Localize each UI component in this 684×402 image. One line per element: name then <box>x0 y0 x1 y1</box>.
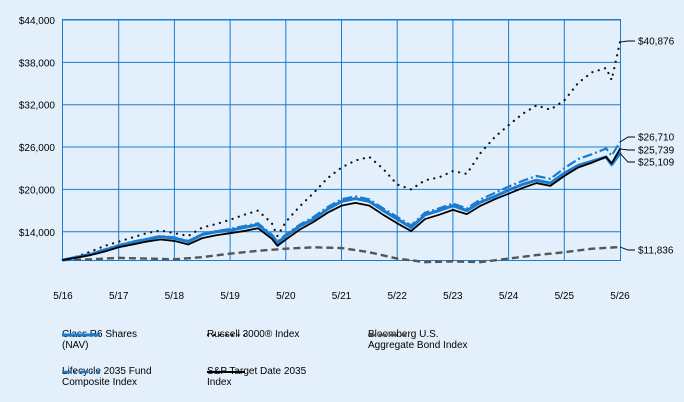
series-line-russell-3000-index <box>61 40 622 262</box>
y-tick-label: $20,000 <box>19 185 56 196</box>
y-tick-label: $26,000 <box>19 143 56 154</box>
end-value-text: $40,876 <box>638 37 675 48</box>
end-value-text: $26,710 <box>638 133 675 144</box>
series-line-lifecycle-2035-fund-composite-index <box>62 141 621 262</box>
leader-line <box>619 246 635 251</box>
x-tick-label: 5/19 <box>220 291 240 302</box>
x-tick-label: 5/18 <box>165 291 185 302</box>
y-tick-label: $14,000 <box>19 228 56 239</box>
gridlines <box>63 19 620 260</box>
leader-line <box>619 152 635 163</box>
series-line-bloomberg-u-s-aggregate-bond-index <box>62 245 621 264</box>
x-tick-label: 5/17 <box>109 291 129 302</box>
y-tick-label: $32,000 <box>19 101 56 112</box>
leader-line <box>619 148 635 151</box>
end-value-text: $11,836 <box>638 246 674 257</box>
series-line-class-r6-shares-nav <box>61 151 622 262</box>
leader-line <box>619 136 635 143</box>
end-label-bloomberg-u-s-aggregate-bond-index: $11,836 <box>619 246 674 257</box>
end-label-s-p-target-date-2035-index: $25,739 <box>619 146 675 157</box>
y-axis-ticks: $14,000 $20,000 $26,000 $32,000 $38,000 $44,0… <box>19 16 56 239</box>
end-label-class-r6-shares-nav: $25,109 <box>619 152 675 169</box>
end-value-labels: $25,109 $40,876 $11,836 $26,710 $25,739 <box>619 37 675 257</box>
end-value-text: $25,109 <box>638 158 675 169</box>
x-tick-label: 5/25 <box>555 291 575 302</box>
x-axis-ticks: 5/16 5/17 5/18 5/19 5/20 5/21 5/22 5/23 5/24 5/25… <box>53 291 630 302</box>
x-tick-label: 5/21 <box>332 291 352 302</box>
series-lines <box>61 40 622 264</box>
x-tick-label: 5/22 <box>387 291 407 302</box>
x-tick-label: 5/16 <box>53 291 73 302</box>
series-line-s-p-target-date-2035-index <box>62 147 621 261</box>
x-tick-label: 5/26 <box>610 291 630 302</box>
y-tick-label: $38,000 <box>19 58 56 69</box>
end-label-lifecycle-2035-fund-composite-index: $26,710 <box>619 133 675 144</box>
end-label-russell-3000-index: $40,876 <box>619 37 675 48</box>
leader-line <box>619 40 635 43</box>
x-tick-label: 5/24 <box>499 291 519 302</box>
end-value-text: $25,739 <box>638 146 675 157</box>
y-tick-label: $44,000 <box>19 16 56 27</box>
x-tick-label: 5/20 <box>276 291 296 302</box>
x-tick-label: 5/23 <box>443 291 463 302</box>
